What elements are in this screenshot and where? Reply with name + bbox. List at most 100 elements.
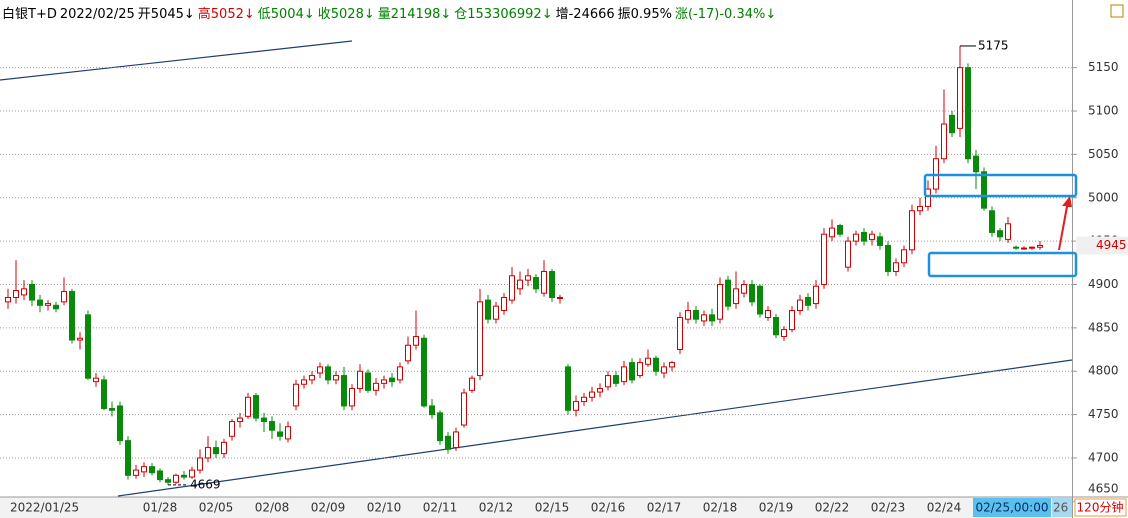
header-item: 2022/02/25 [59, 7, 135, 22]
candle-body [341, 375, 347, 407]
candle-body [917, 205, 923, 212]
candle-body [869, 233, 875, 240]
candle-body [93, 377, 99, 383]
candle-body [701, 314, 707, 322]
x-tick-label: 2022/01/25 [10, 501, 79, 515]
candle-body [821, 233, 827, 285]
highlight-box [927, 251, 1078, 278]
header-item: 仓153306992↓ [454, 7, 553, 22]
candle-body [157, 470, 163, 481]
price-tag-bg [1076, 236, 1128, 255]
candle-body [525, 275, 531, 281]
y-tick-label: 4700 [1088, 450, 1119, 464]
candle-body [845, 240, 851, 268]
candle-body [357, 370, 363, 390]
candle-body [181, 474, 187, 478]
candle-body [325, 366, 331, 381]
candle-body [301, 379, 307, 385]
candle-body [229, 421, 235, 437]
candle-body [269, 421, 275, 431]
header: 白银T+D 2022/02/25 开5045↓ 高5052↓ 低5004↓ 收5028↓ 量… [2, 3, 779, 22]
x-axis-band [0, 497, 1072, 518]
highlight-box [923, 173, 1078, 198]
candle-body [37, 299, 43, 306]
x-tick-label: 02/23 [871, 501, 906, 515]
candle-body [317, 366, 323, 374]
candle-body [77, 337, 83, 341]
y-tick-label: 4900 [1088, 277, 1119, 291]
candle-body [205, 447, 211, 459]
plot: 4650470047504800485049004950500050505100… [0, 38, 1128, 517]
candle-body [781, 329, 787, 338]
candle-body [533, 277, 539, 290]
candle-body [1029, 246, 1035, 249]
header-item: 低5004↓ [257, 7, 315, 22]
candle-body [397, 366, 403, 381]
candle-body [1021, 247, 1027, 250]
overflow-label: 26 [1053, 501, 1068, 515]
low-label: 4669 [190, 477, 221, 491]
cursor-label-bg [973, 498, 1051, 517]
overflow-bg [1052, 498, 1072, 517]
header-item: 高5052↓ [197, 7, 255, 22]
y-tick-label: 5000 [1088, 190, 1119, 204]
candle-body [813, 285, 819, 305]
x-tick-label: 02/16 [591, 501, 626, 515]
period-label: 120分钟 [1077, 500, 1124, 515]
candle-body [605, 375, 611, 388]
candle-body [581, 396, 587, 403]
candle-body [261, 417, 267, 423]
candle-body [477, 301, 483, 377]
candle-body [413, 336, 419, 346]
candle-body [173, 474, 179, 483]
candle-body [165, 479, 171, 483]
candle-body [149, 466, 155, 474]
candle-body [405, 344, 411, 362]
candle-body [957, 67, 963, 129]
candle-body [133, 469, 139, 476]
candle-body [573, 401, 579, 411]
candle-body [445, 435, 451, 450]
candle-body [829, 227, 835, 238]
candle-body [285, 426, 291, 440]
candle-body [589, 391, 595, 398]
candle-body [941, 123, 947, 160]
candle-body [989, 210, 995, 233]
candle-body [837, 225, 843, 235]
y-tick-label: 4650 [1088, 482, 1119, 496]
trend-line [117, 359, 1073, 497]
candle-body [717, 283, 723, 320]
candle-body [541, 270, 547, 294]
y-tick-label: 5050 [1088, 147, 1119, 161]
candle-body [141, 466, 147, 473]
candle-body [789, 310, 795, 331]
x-tick-label: 02/24 [927, 501, 962, 515]
candle-body [637, 362, 643, 377]
header-item: 白银T+D [2, 7, 57, 22]
candle-body [973, 155, 979, 173]
header-item: 增-24666 [555, 7, 615, 22]
candle-body [493, 305, 499, 320]
candle-body [1005, 223, 1011, 240]
candle-body [677, 316, 683, 351]
candle-body [277, 431, 283, 437]
candle-body [501, 297, 507, 312]
candle-body [333, 375, 339, 381]
candle-body [429, 405, 435, 416]
candle-body [549, 270, 555, 299]
x-tick-label: 01/28 [143, 501, 178, 515]
candle-body [749, 283, 755, 303]
candle-body [1013, 246, 1019, 249]
candle-body [853, 233, 859, 242]
candle-body [381, 379, 387, 384]
candle-body [629, 362, 635, 381]
candle-body [485, 299, 491, 320]
candle-body [1037, 244, 1043, 248]
candle-body [981, 171, 987, 209]
candle-body [365, 372, 371, 391]
candle-body [925, 188, 931, 207]
candle-body [709, 314, 715, 322]
candle-body [461, 392, 467, 426]
